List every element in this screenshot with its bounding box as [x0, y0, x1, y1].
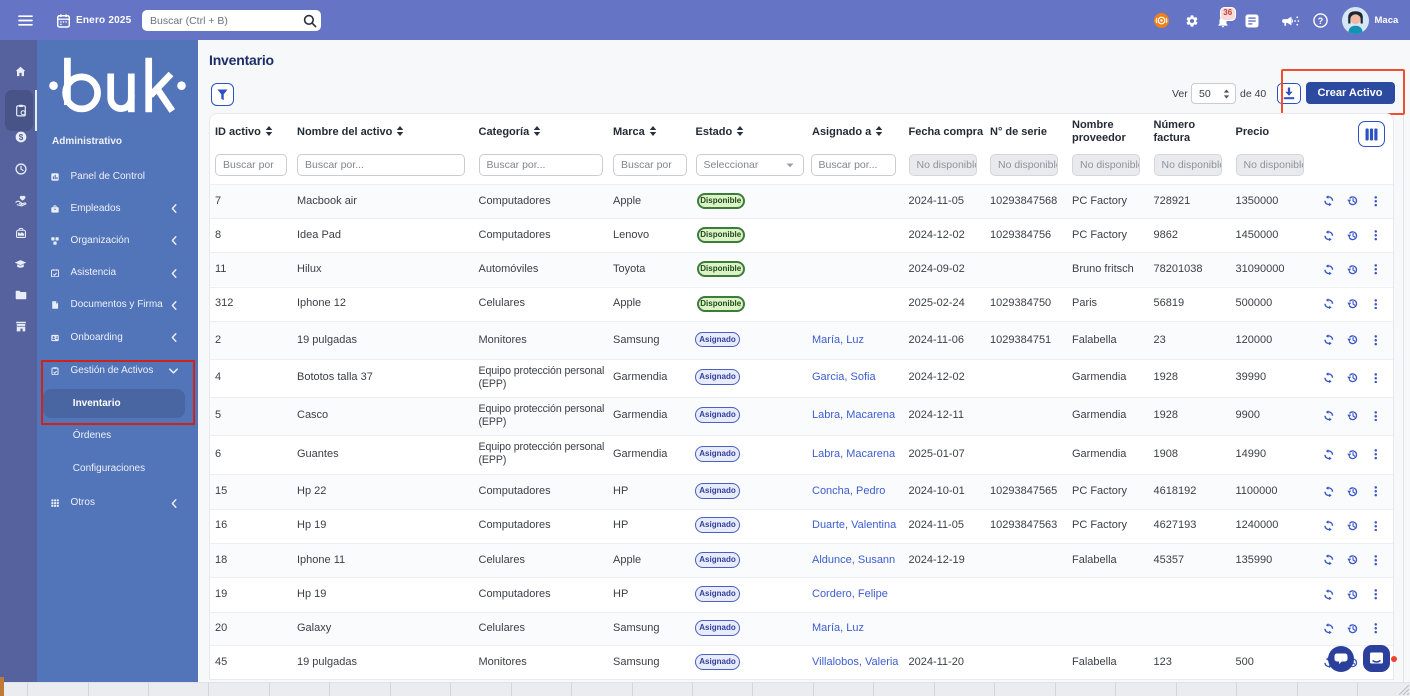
- svg-text:$: $: [18, 132, 23, 141]
- svg-text:?: ?: [1317, 16, 1323, 26]
